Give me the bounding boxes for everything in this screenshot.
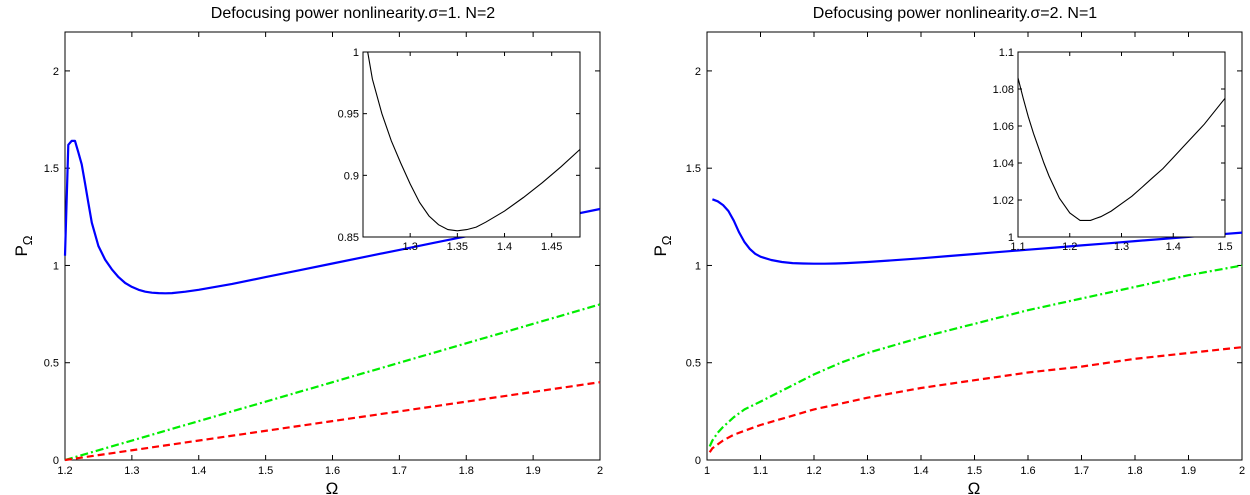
right-inset-x-ticks: 1.1 1.2 1.3 1.4 1.5 [1010,52,1233,253]
right-inset: 1.1 1.2 1.3 1.4 1.5 1 1.02 1.04 1.06 1.08 1.1 [993,47,1233,253]
right-inset-curve-group [1017,77,1226,221]
left-series-dashdot-line [64,303,601,462]
right-inset-x-tick-label: 1.3 [1114,241,1129,253]
right-x-tick-label: 1 [704,465,710,477]
left-inset-frame [362,51,581,238]
left-inset-y-ticks: 0.85 0.9 0.95 1 [338,47,580,244]
left-inset-curve-group [367,51,581,232]
left-inset-y-tick-label: 0.85 [338,232,359,244]
right-inset-y-tick-label: 1.06 [993,121,1014,133]
right-y-ticks: 0 0.5 1 1.5 2 [686,66,1242,467]
right-y-tick-label: 2 [695,66,701,78]
right-y-axis-label-sub: Ω [659,235,674,245]
left-series-group [63,139,601,462]
left-x-ticks: 1.2 1.3 1.4 1.5 1.6 1.7 1.8 1.9 2 [57,32,603,477]
left-x-tick-label: 1.6 [325,465,340,477]
right-inset-curve [1017,77,1226,221]
left-x-tick-label: 1.8 [459,465,474,477]
left-x-tick-label: 1.2 [57,465,72,477]
right-inset-x-tick-label: 1.4 [1166,241,1181,253]
right-chart-title: Defocusing power nonlinearity.σ=2. N=1 [813,5,1098,22]
right-inset-y-tick-label: 1.1 [999,47,1014,59]
left-x-tick-label: 2 [597,465,603,477]
left-x-tick-label: 1.4 [191,465,206,477]
right-inset-x-tick-label: 1.2 [1062,241,1077,253]
right-x-tick-label: 1.8 [1127,465,1142,477]
right-x-tick-label: 1.2 [806,465,821,477]
left-y-tick-label: 1 [53,260,59,272]
left-y-tick-label: 1.5 [44,163,59,175]
left-x-tick-label: 1.9 [525,465,540,477]
left-inset-y-tick-label: 1 [353,47,359,59]
right-series-group [708,198,1243,453]
left-x-tick-label: 1.3 [124,465,139,477]
left-x-tick-label: 1.5 [258,465,273,477]
left-inset-x-tick-label: 1.35 [447,241,468,253]
right-x-tick-label: 1.1 [753,465,768,477]
right-x-tick-label: 1.4 [913,465,928,477]
right-series-dashdot-line [708,264,1243,447]
right-series-dashed-line [708,346,1243,453]
right-x-tick-label: 1.3 [860,465,875,477]
left-inset-curve [367,51,581,232]
left-inset-x-tick-label: 1.4 [497,241,512,253]
right-inset-y-ticks: 1 1.02 1.04 1.06 1.08 1.1 [993,47,1225,244]
left-series-solid-line [63,139,601,295]
left-y-axis-label-sub: Ω [20,235,35,245]
right-y-tick-label: 1.5 [686,163,701,175]
right-inset-frame [1017,51,1226,238]
right-inset-x-tick-label: 1.5 [1217,241,1232,253]
right-y-tick-label: 0.5 [686,358,701,370]
left-inset-y-tick-label: 0.95 [338,109,359,121]
left-x-tick-label: 1.7 [392,465,407,477]
right-inset-y-tick-label: 1.08 [993,84,1014,96]
svg-text:PΩ: PΩ [12,235,35,256]
left-y-axis-label-main: P [12,245,31,256]
right-inset-y-tick-label: 1 [1008,232,1014,244]
right-y-tick-label: 1 [695,260,701,272]
left-chart: Defocusing power nonlinearity.σ=1. N=2 1… [12,5,603,495]
right-series-solid-line [712,198,1243,265]
left-inset-x-tick-label: 1.45 [541,241,562,253]
right-inset-y-tick-label: 1.04 [993,158,1014,170]
right-inset-x-tick-label: 1.1 [1010,241,1025,253]
right-x-tick-label: 1.7 [1074,465,1089,477]
right-inset-y-tick-label: 1.02 [993,195,1014,207]
left-inset-x-ticks: 1.3 1.35 1.4 1.45 [403,52,562,253]
left-series-dashed-line [64,381,601,462]
left-y-tick-label: 0.5 [44,358,59,370]
right-x-axis-label: Ω [968,479,981,495]
left-inset-x-tick-label: 1.3 [403,241,418,253]
right-y-axis-label-main: P [651,245,670,256]
right-x-tick-label: 2 [1239,465,1245,477]
left-x-axis-label: Ω [326,479,339,495]
right-y-tick-label: 0 [695,455,701,467]
left-inset-y-tick-label: 0.9 [344,170,359,182]
right-x-tick-label: 1.9 [1181,465,1196,477]
left-y-tick-label: 0 [53,455,59,467]
left-y-axis-label: PΩ [12,235,35,256]
left-y-tick-label: 2 [53,66,59,78]
svg-text:PΩ: PΩ [651,235,674,256]
right-x-tick-label: 1.6 [1020,465,1035,477]
right-x-ticks: 1 1.1 1.2 1.3 1.4 1.5 1.6 1.7 1.8 1.9 2 [704,32,1245,477]
right-y-axis-label: PΩ [651,235,674,256]
left-inset: 1.3 1.35 1.4 1.45 0.85 0.9 0.95 1 [338,47,581,253]
left-y-ticks: 0 0.5 1 1.5 2 [44,66,600,467]
right-chart: Defocusing power nonlinearity.σ=2. N=1 1… [651,5,1245,495]
left-chart-title: Defocusing power nonlinearity.σ=1. N=2 [211,5,496,22]
right-x-tick-label: 1.5 [967,465,982,477]
